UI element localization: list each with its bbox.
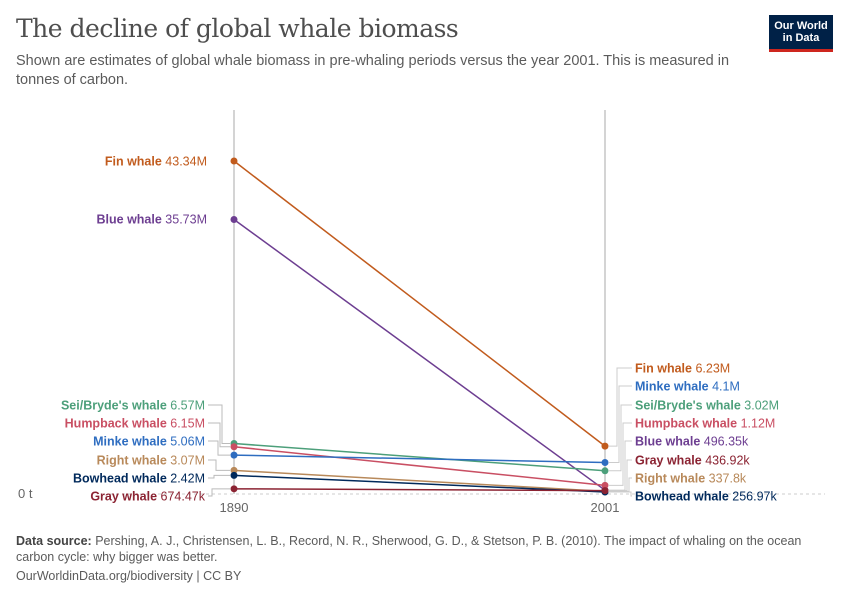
label-connector bbox=[208, 474, 230, 479]
series-label: Right whale 337.8k bbox=[635, 472, 747, 486]
series-line[interactable] bbox=[233, 442, 606, 472]
series-line[interactable] bbox=[233, 488, 606, 492]
series-line[interactable] bbox=[233, 469, 606, 493]
data-point[interactable] bbox=[601, 487, 609, 495]
series-label: Fin whale 6.23M bbox=[635, 362, 730, 376]
data-point[interactable] bbox=[230, 157, 238, 165]
chart-title: The decline of global whale biomass bbox=[16, 14, 459, 43]
data-point[interactable] bbox=[230, 466, 238, 474]
series-label: Minke whale 4.1M bbox=[635, 380, 740, 394]
series-label: Blue whale 35.73M bbox=[97, 213, 207, 227]
label-connector bbox=[609, 422, 632, 486]
series-bowhead-whale[interactable] bbox=[230, 471, 609, 496]
series-label: Gray whale 436.92k bbox=[635, 454, 750, 468]
slope-chart: 0 t 1890 2001 Fin whale 43.34M Fin whale 6.2… bbox=[18, 110, 825, 515]
series-line[interactable] bbox=[233, 218, 606, 491]
label-connector bbox=[609, 459, 632, 492]
series-label: Gray whale 674.47k bbox=[90, 490, 205, 504]
series-line[interactable] bbox=[233, 454, 606, 464]
x-tick-label: 1890 bbox=[220, 500, 249, 515]
label-connector bbox=[208, 422, 230, 448]
series-label: Humpback whale 6.15M bbox=[65, 417, 205, 431]
series-label: Sei/Bryde's whale 6.57M bbox=[61, 399, 205, 413]
y-tick-label: 0 t bbox=[18, 486, 33, 501]
label-connector bbox=[208, 404, 230, 445]
footer-link[interactable]: OurWorldinData.org/biodiversity | CC BY bbox=[16, 569, 242, 583]
series-label: Bowhead whale 256.97k bbox=[635, 490, 777, 504]
data-point[interactable] bbox=[230, 215, 238, 223]
series-label: Sei/Bryde's whale 3.02M bbox=[635, 399, 779, 413]
label-connector bbox=[609, 385, 632, 463]
series-humpback-whale[interactable] bbox=[230, 443, 609, 489]
data-point[interactable] bbox=[230, 451, 238, 459]
data-point[interactable] bbox=[230, 471, 238, 479]
series-sei-bryde-s-whale[interactable] bbox=[230, 440, 609, 475]
series-line[interactable] bbox=[233, 446, 606, 487]
chart-subtitle: Shown are estimates of global whale biom… bbox=[16, 53, 730, 88]
label-connector bbox=[609, 491, 632, 497]
data-source: Data source: Pershing, A. J., Christense… bbox=[16, 534, 802, 564]
label-connector bbox=[208, 488, 230, 497]
label-connector bbox=[208, 459, 230, 471]
series-label: Blue whale 496.35k bbox=[635, 435, 749, 449]
series-gray-whale[interactable] bbox=[230, 485, 609, 495]
data-point[interactable] bbox=[601, 467, 609, 475]
series-label: Bowhead whale 2.42M bbox=[73, 472, 205, 486]
series-fin-whale[interactable] bbox=[230, 157, 609, 450]
series-label: Minke whale 5.06M bbox=[93, 435, 205, 449]
label-connector bbox=[609, 367, 632, 447]
data-point[interactable] bbox=[230, 443, 238, 451]
series-label: Fin whale 43.34M bbox=[105, 155, 207, 169]
data-point[interactable] bbox=[601, 458, 609, 466]
data-point[interactable] bbox=[601, 481, 609, 489]
data-point[interactable] bbox=[601, 442, 609, 450]
label-connector bbox=[208, 440, 230, 456]
x-tick-label: 2001 bbox=[591, 500, 620, 515]
data-point[interactable] bbox=[230, 485, 238, 493]
label-connector bbox=[609, 477, 632, 492]
series-label: Right whale 3.07M bbox=[97, 454, 205, 468]
series-line[interactable] bbox=[233, 160, 606, 447]
label-connector bbox=[609, 404, 632, 472]
series-line[interactable] bbox=[233, 474, 606, 493]
series-label: Humpback whale 1.12M bbox=[635, 417, 775, 431]
owid-logo[interactable]: Our World in Data bbox=[769, 15, 833, 52]
series-minke-whale[interactable] bbox=[230, 451, 609, 466]
